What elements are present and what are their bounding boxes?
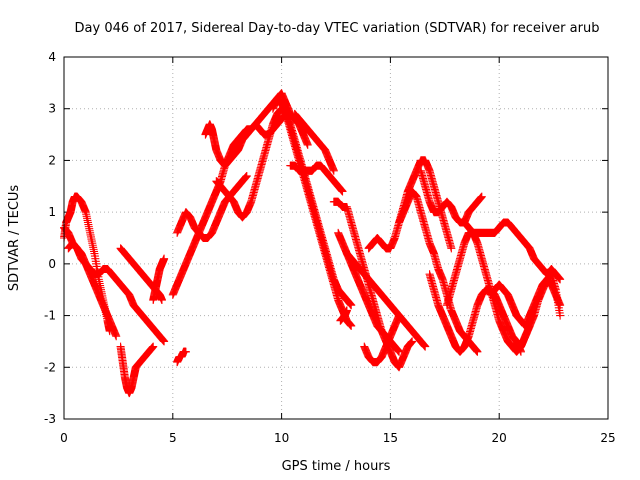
data-point <box>242 171 251 180</box>
data-point <box>157 296 166 305</box>
series-prn-z <box>173 347 190 367</box>
y-tick-label: 3 <box>48 102 56 116</box>
x-tick-label: 10 <box>274 431 289 445</box>
y-tick-label: 1 <box>48 205 56 219</box>
y-tick-label: 4 <box>48 50 56 64</box>
y-axis-label: SDTVAR / TECUs <box>7 185 22 292</box>
x-axis-label: GPS time / hours <box>282 459 391 474</box>
axis-ticks: 0 5 10 15 20 25 -3 -2 -1 0 1 2 3 4 <box>44 50 616 445</box>
data-point <box>347 301 356 310</box>
data-point <box>112 332 121 341</box>
data-point <box>149 342 158 351</box>
data-point <box>160 254 169 263</box>
series-prn-l <box>290 109 338 175</box>
grid-lines <box>64 57 608 419</box>
x-tick-label: 20 <box>492 431 507 445</box>
series-prn-c <box>64 239 121 341</box>
x-tick-label: 5 <box>169 431 177 445</box>
y-tick-label: -3 <box>44 412 56 426</box>
x-tick-label: 25 <box>600 431 615 445</box>
y-tick-label: -1 <box>44 309 56 323</box>
series-prn-f <box>149 254 169 305</box>
y-tick-label: -2 <box>44 360 56 374</box>
data-point <box>303 140 312 149</box>
series-prn-m <box>286 161 347 196</box>
data-point <box>347 321 356 330</box>
chart-title: Day 046 of 2017, Sidereal Day-to-day VTE… <box>75 21 600 36</box>
x-tick-label: 0 <box>60 431 68 445</box>
data-points <box>60 89 565 398</box>
data-point <box>160 337 169 346</box>
y-tick-label: 2 <box>48 153 56 167</box>
x-tick-label: 15 <box>383 431 398 445</box>
series-prn-d <box>116 342 158 398</box>
y-tick-label: 0 <box>48 257 56 271</box>
plot-frame <box>63 56 609 420</box>
